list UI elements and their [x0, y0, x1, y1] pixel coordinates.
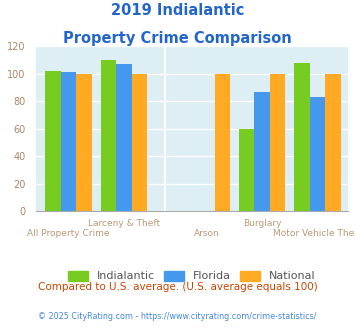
- Text: 2019 Indialantic: 2019 Indialantic: [111, 3, 244, 18]
- Text: All Property Crime: All Property Crime: [27, 229, 110, 238]
- Bar: [61, 72, 76, 211]
- Bar: [101, 60, 116, 211]
- Bar: [239, 129, 255, 211]
- Text: Motor Vehicle Theft: Motor Vehicle Theft: [273, 229, 355, 238]
- Text: Property Crime Comparison: Property Crime Comparison: [63, 31, 292, 46]
- Bar: [325, 74, 341, 211]
- Legend: Indialantic, Florida, National: Indialantic, Florida, National: [64, 266, 320, 286]
- Bar: [255, 91, 270, 211]
- Bar: [116, 64, 132, 211]
- Text: Burglary: Burglary: [243, 219, 282, 228]
- Bar: [310, 97, 325, 211]
- Bar: [76, 74, 92, 211]
- Bar: [294, 63, 310, 211]
- Bar: [45, 71, 61, 211]
- Bar: [132, 74, 147, 211]
- Text: © 2025 CityRating.com - https://www.cityrating.com/crime-statistics/: © 2025 CityRating.com - https://www.city…: [38, 312, 317, 321]
- Bar: [270, 74, 285, 211]
- Text: Larceny & Theft: Larceny & Theft: [88, 219, 160, 228]
- Text: Arson: Arson: [194, 229, 220, 238]
- Bar: [215, 74, 230, 211]
- Text: Compared to U.S. average. (U.S. average equals 100): Compared to U.S. average. (U.S. average …: [38, 282, 317, 292]
